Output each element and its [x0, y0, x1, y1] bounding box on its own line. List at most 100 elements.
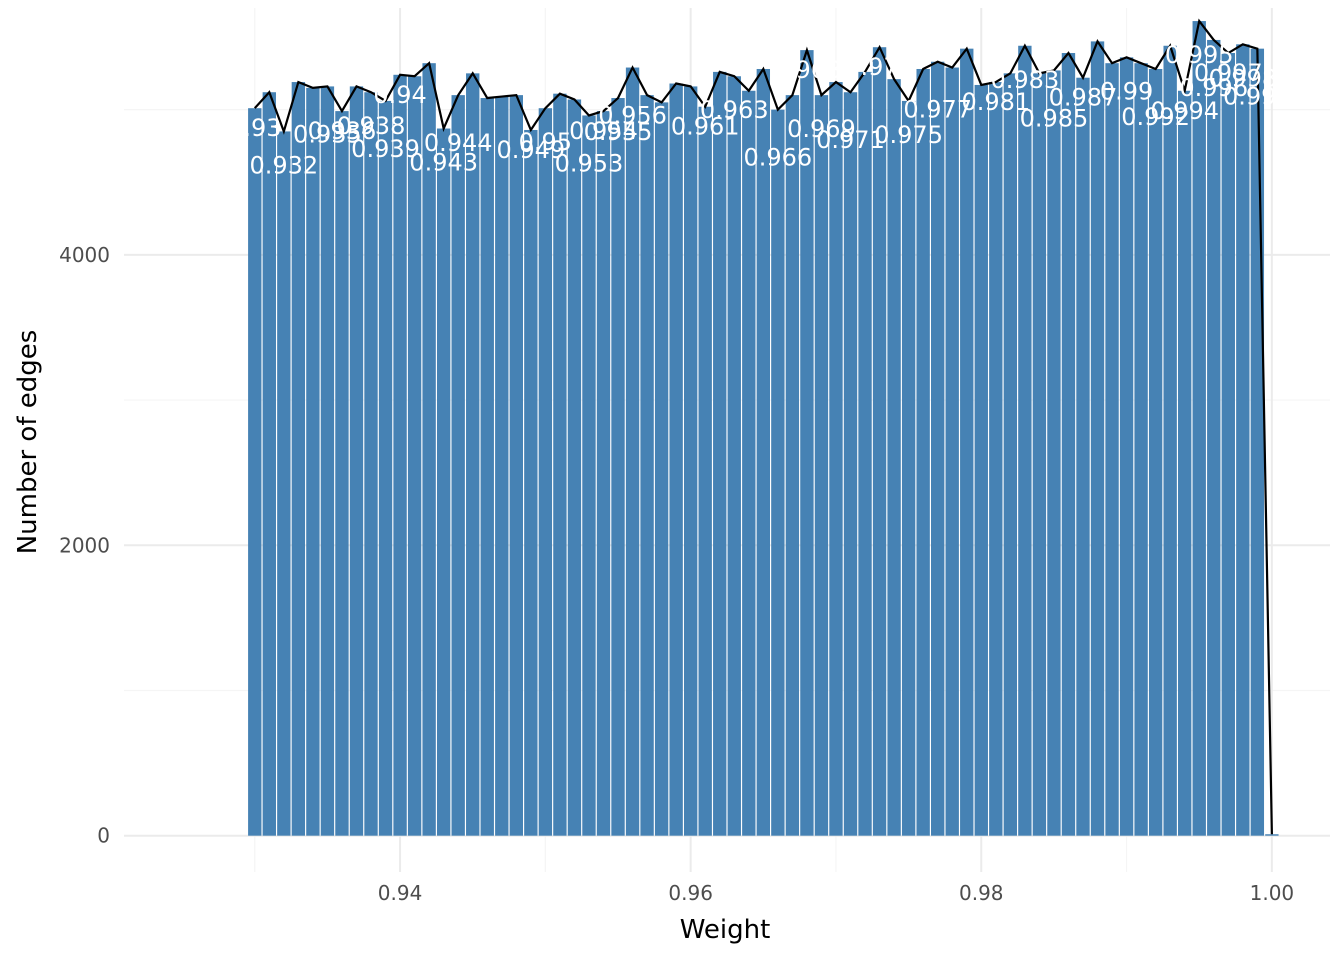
histogram-bar: [625, 67, 640, 836]
histogram-bar: [698, 106, 712, 836]
histogram-bar: [306, 87, 320, 836]
bar-label: 0.973: [845, 53, 914, 81]
bar-label: 0.954: [569, 117, 638, 145]
histogram-bar: [451, 95, 465, 836]
histogram-bar: [800, 50, 814, 836]
histogram-bar: [858, 71, 872, 836]
bar-label: 0.966: [743, 144, 812, 172]
bar-label: 0.956: [598, 102, 667, 130]
bar-label: 0.987: [1049, 84, 1118, 112]
histogram-bar: [335, 111, 349, 836]
histogram-bar: [393, 74, 407, 836]
histogram-bar: [814, 95, 829, 836]
histogram-bar: [495, 96, 509, 836]
x-axis-title: Weight: [680, 915, 771, 945]
histogram-bar: [436, 128, 451, 836]
bar-label: 0.943: [409, 149, 478, 177]
bar-labels: 0.930.9320.9350.9360.9380.9390.940.9430.…: [228, 41, 1292, 179]
bar-label: 0.939: [351, 135, 420, 163]
bar-label: 0.975: [874, 121, 943, 149]
bar-label: 0.935: [293, 120, 362, 148]
histogram-bar: [785, 95, 800, 836]
bar-label: 0.992: [1121, 103, 1190, 131]
histogram-bar: [683, 86, 698, 836]
histogram-bar: [756, 68, 771, 836]
histogram-bar: [887, 79, 901, 836]
histogram-bar: [349, 86, 364, 836]
histogram-bar: [611, 98, 625, 836]
trend-line: [253, 18, 1273, 835]
histogram-bar: [713, 71, 727, 836]
bar-label: 0.963: [700, 96, 769, 124]
histogram-bar: [931, 61, 945, 836]
histogram-bar: [640, 95, 654, 836]
histogram-bar: [1265, 834, 1279, 836]
histogram-bar: [945, 67, 959, 836]
histogram-bar: [872, 47, 887, 836]
y-tick-label: 4000: [59, 243, 110, 267]
histogram-bar: [582, 115, 596, 836]
histogram-bar: [1090, 41, 1105, 836]
histogram-bar: [567, 99, 582, 836]
bar-label: 0.949: [496, 136, 565, 164]
bar-label: 0.94: [373, 81, 426, 109]
bar-label: 0.932: [249, 151, 318, 179]
histogram-bar: [960, 48, 974, 836]
histogram-bar: [480, 98, 494, 836]
bar-label: 0.983: [991, 66, 1060, 94]
histogram-bar: [1119, 57, 1134, 836]
y-tick-label: 0: [97, 824, 110, 848]
histogram-bar: [1076, 77, 1090, 836]
histogram-bar: [262, 92, 276, 836]
histogram-bar: [1003, 73, 1018, 836]
bar-label: 0.995: [1165, 41, 1234, 69]
histogram-bar: [1163, 45, 1177, 836]
bar-label: 0.994: [1150, 97, 1219, 125]
histogram-bar: [916, 68, 930, 836]
bar-label: 0.977: [903, 96, 972, 124]
bar-label: 0.985: [1020, 104, 1089, 132]
histogram-bar: [669, 83, 683, 836]
bar-label: 0.998: [1208, 64, 1277, 92]
bar-label: 0.95: [519, 128, 572, 156]
histogram-bar: [320, 86, 335, 836]
bar-label: 0.996: [1179, 74, 1248, 102]
bars: [248, 21, 1279, 836]
histogram-bar: [1032, 73, 1047, 836]
bar-label: 0.961: [671, 113, 740, 141]
bar-label: 0.969: [787, 115, 856, 143]
histogram-bar: [466, 73, 480, 836]
histogram-bar: [1236, 44, 1250, 836]
x-axis-ticks: 0.94 0.96 0.98 1.00: [378, 881, 1294, 905]
histogram-bar: [407, 76, 422, 836]
bar-label: 0.953: [555, 149, 624, 177]
bar-label: 0.944: [424, 129, 493, 157]
histogram-bar: [1105, 63, 1119, 836]
histogram-bar: [1178, 90, 1192, 836]
histogram-bar: [771, 109, 785, 836]
histogram-bar: [1134, 63, 1148, 836]
histogram-bar: [538, 108, 553, 836]
histogram-bar: [1207, 39, 1221, 836]
histogram-bar: [654, 102, 669, 836]
x-tick-label: 1.00: [1250, 881, 1295, 905]
histogram-bar: [364, 92, 378, 836]
bar-label: 0.93: [228, 114, 281, 142]
histogram-bar: [974, 84, 988, 836]
bar-label: 0.968: [773, 56, 842, 84]
bar-label: 0.99: [1100, 77, 1153, 105]
bar-label: 0.971: [816, 126, 885, 154]
histogram-bar: [509, 95, 523, 836]
histogram-bar: [422, 63, 436, 836]
histogram-bar: [596, 111, 611, 836]
histogram-bar: [829, 82, 843, 836]
histogram-bar: [524, 129, 538, 836]
x-tick-label: 0.94: [378, 881, 423, 905]
y-tick-label: 2000: [59, 533, 110, 557]
y-axis-ticks: 0 2000 4000: [59, 243, 110, 848]
bar-label: 0.999: [1223, 83, 1292, 111]
histogram-bar: [291, 82, 306, 836]
histogram-bar: [727, 76, 741, 836]
histogram-bar: [1061, 53, 1076, 836]
histogram-bar: [901, 100, 916, 836]
